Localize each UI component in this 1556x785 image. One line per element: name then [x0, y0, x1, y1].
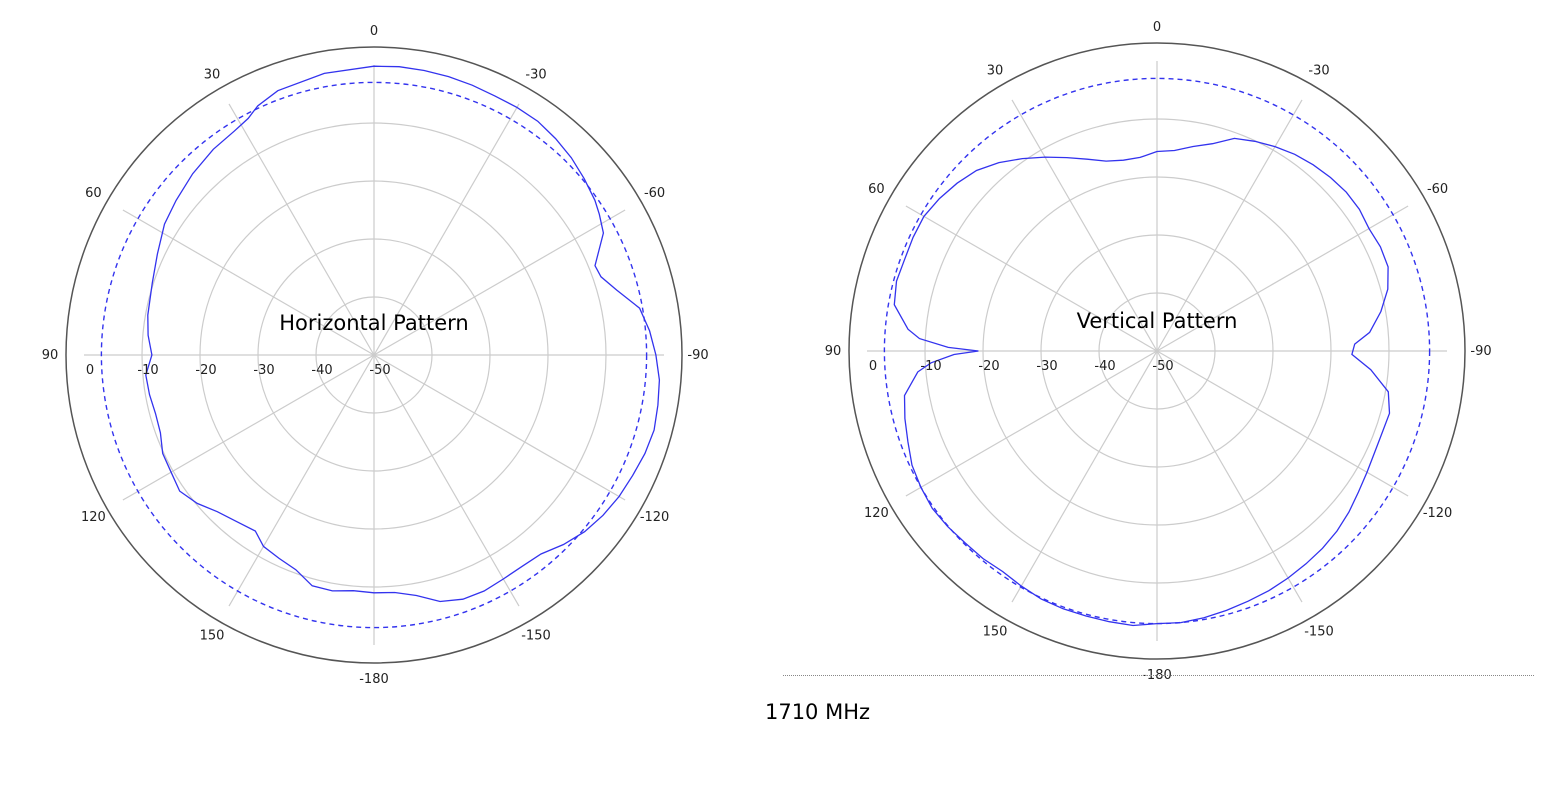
angle-tick-label: -120: [1423, 506, 1453, 521]
angle-tick-label: 30: [987, 63, 1004, 78]
grid-spoke: [373, 209, 626, 356]
angle-tick-label: -150: [521, 629, 551, 644]
grid-spoke: [228, 354, 375, 607]
pattern-trace: [145, 65, 661, 603]
angle-tick-label: -180: [359, 672, 389, 687]
radial-tick-label: 0: [869, 359, 877, 374]
grid-spoke: [1156, 99, 1303, 352]
reference-circle: [100, 81, 648, 629]
radial-tick-label: -30: [253, 363, 274, 378]
angle-tick-label: -150: [1304, 625, 1334, 640]
horizontal-pattern-chart: 0 30 60 90 120 150 -180 -150 -120 -90 -60 -30 0 -10 -2…: [42, 24, 709, 687]
grid-spoke: [373, 354, 626, 501]
grid-spoke: [1156, 205, 1409, 352]
grid-spoke: [905, 205, 1158, 352]
angle-tick-label: 150: [983, 625, 1008, 640]
angle-tick-label: -60: [644, 186, 665, 201]
angle-tick-label: 30: [204, 67, 221, 82]
grid-spoke: [228, 103, 375, 356]
reference-circle: [883, 77, 1431, 625]
angle-tick-label: 120: [864, 506, 889, 521]
radial-tick-label: -10: [920, 359, 941, 374]
radial-tick-label: -20: [195, 363, 216, 378]
grid-spoke: [1156, 350, 1303, 603]
angle-tick-label: 90: [825, 344, 842, 359]
angle-tick-label: -90: [1470, 344, 1491, 359]
chart-title: Vertical Pattern: [1077, 309, 1238, 333]
radial-tick-label: -20: [978, 359, 999, 374]
grid-spoke: [1011, 99, 1158, 352]
grid-spoke: [905, 350, 1158, 497]
grid-spoke: [122, 209, 375, 356]
angle-tick-label: -90: [687, 348, 708, 363]
pattern-trace: [893, 137, 1391, 627]
radial-tick-label: -40: [311, 363, 332, 378]
grid-spoke: [1156, 350, 1409, 497]
angle-tick-label: 150: [200, 629, 225, 644]
grid-spoke: [122, 354, 375, 501]
angle-tick-label: -30: [1308, 63, 1329, 78]
angle-tick-label: 0: [370, 24, 378, 39]
radial-tick-label: -50: [369, 363, 390, 378]
radial-tick-label: -50: [1152, 359, 1173, 374]
angle-tick-label: -120: [640, 510, 670, 525]
radial-tick-label: -10: [137, 363, 158, 378]
grid-spoke: [373, 103, 520, 356]
grid-spoke: [373, 354, 520, 607]
plot-frame: [848, 42, 1466, 660]
frequency-caption: 1710 MHz: [764, 700, 871, 724]
radial-tick-label: 0: [86, 363, 94, 378]
radial-tick-label: -40: [1094, 359, 1115, 374]
separator-line: [783, 675, 1534, 676]
angle-tick-label: 0: [1153, 20, 1161, 35]
chart-title: Horizontal Pattern: [279, 311, 468, 335]
radial-tick-label: -30: [1036, 359, 1057, 374]
angle-tick-label: -30: [525, 67, 546, 82]
grid-spoke: [1011, 350, 1158, 603]
angle-tick-label: -60: [1427, 182, 1448, 197]
plot-frame: [65, 46, 683, 664]
angle-tick-label: 60: [868, 182, 885, 197]
angle-tick-label: 90: [42, 348, 59, 363]
angle-tick-label: 60: [85, 186, 102, 201]
angle-tick-label: 120: [81, 510, 106, 525]
